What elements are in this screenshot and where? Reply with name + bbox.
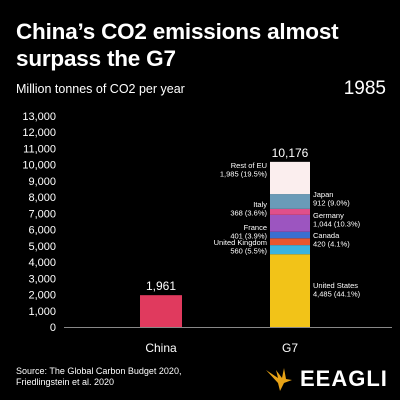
y-tick-label: 12,000: [22, 127, 56, 139]
segment-value-rest-of-eu: 1,985 (19.5%): [220, 170, 268, 179]
y-tick-label: 10,000: [22, 160, 56, 172]
bar-total-label: 1,961: [146, 279, 176, 293]
chart-subtitle: Million tonnes of CO2 per year: [16, 82, 185, 96]
y-tick-label: 2,000: [28, 290, 56, 302]
segment-value-italy: 368 (3.6%): [230, 209, 267, 218]
segment-value-france: 401 (3.9%): [230, 232, 267, 241]
bar-segment-united-states: [270, 254, 310, 327]
bar-segment-germany: [270, 214, 310, 232]
bar-segment-italy: [270, 208, 310, 215]
chart-title: China’s CO2 emissions almost surpass the…: [16, 19, 339, 71]
y-tick-label: 3,000: [28, 273, 56, 285]
segment-name-canada: Canada: [313, 231, 340, 240]
y-tick-label: 9,000: [28, 176, 56, 188]
bar-segment-united-kingdom: [270, 245, 310, 255]
segment-name-japan: Japan: [313, 190, 333, 199]
y-tick-label: 8,000: [28, 192, 56, 204]
y-tick-label: 7,000: [28, 208, 56, 220]
y-tick-label: 4,000: [28, 257, 56, 269]
segment-name-rest-of-eu: Rest of EU: [231, 161, 267, 170]
y-tick-label: 0: [50, 322, 56, 334]
bar-segment-france: [270, 231, 310, 239]
y-tick-label: 6,000: [28, 225, 56, 237]
y-tick-label: 5,000: [28, 241, 56, 253]
bar-china: [140, 295, 182, 327]
y-tick-label: 1,000: [28, 306, 56, 318]
brand-name: EEAGLI: [300, 366, 388, 391]
segment-name-united-kingdom: United Kingdom: [214, 238, 267, 247]
y-tick-label: 13,000: [22, 111, 56, 123]
bar-segment-canada: [270, 238, 310, 246]
year-label: 1985: [343, 78, 386, 99]
segment-value-germany: 1,044 (10.3%): [313, 220, 361, 229]
eagle-icon: [266, 368, 292, 391]
bar-segment-rest-of-eu: [270, 161, 310, 195]
segment-value-japan: 912 (9.0%): [313, 199, 350, 208]
segment-value-united-kingdom: 560 (5.5%): [230, 247, 267, 256]
segment-value-united-states: 4,485 (44.1%): [313, 290, 361, 299]
segment-name-germany: Germany: [313, 211, 344, 220]
x-category-label: G7: [282, 341, 298, 355]
segment-value-canada: 420 (4.1%): [313, 240, 350, 249]
segment-name-italy: Italy: [253, 200, 267, 209]
bar-segment-japan: [270, 194, 310, 209]
segment-name-united-states: United States: [313, 281, 358, 290]
bar-total-label: 10,176: [272, 146, 309, 160]
x-category-label: China: [145, 341, 177, 355]
segment-name-france: France: [244, 223, 267, 232]
brand-logo: EEAGLI: [264, 366, 388, 392]
y-tick-label: 11,000: [23, 143, 56, 155]
source-note: Source: The Global Carbon Budget 2020, F…: [16, 366, 182, 387]
